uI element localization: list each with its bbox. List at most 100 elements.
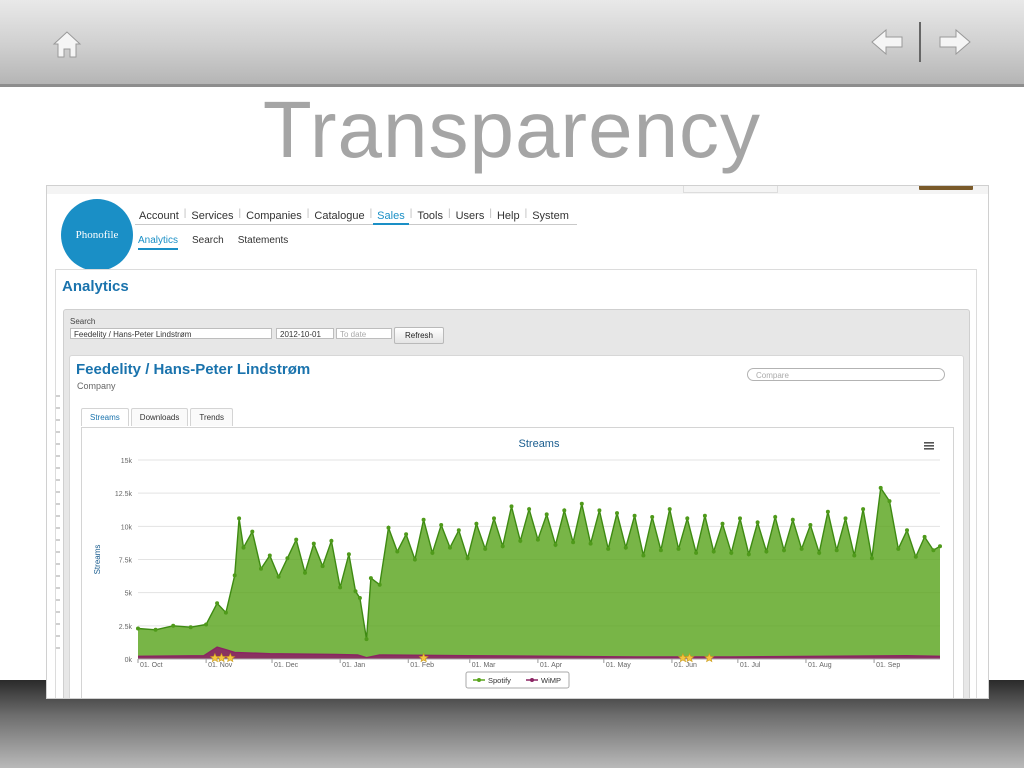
- nav-item-account[interactable]: Account: [139, 210, 179, 222]
- nav-item-services[interactable]: Services: [191, 210, 234, 222]
- data-point-spotify: [852, 553, 857, 558]
- data-point-spotify: [500, 544, 505, 549]
- data-point-spotify: [571, 540, 576, 545]
- tab-streams[interactable]: Streams: [81, 408, 129, 426]
- data-point-spotify: [303, 570, 307, 575]
- subnav-item-search[interactable]: Search: [192, 235, 224, 246]
- data-point-spotify: [694, 550, 699, 555]
- data-point-spotify: [204, 622, 209, 627]
- data-point-spotify: [887, 499, 892, 504]
- data-point-spotify: [329, 538, 334, 543]
- data-point-spotify: [535, 537, 540, 542]
- nav-divider: [919, 22, 921, 62]
- arrow-right-icon[interactable]: [938, 28, 972, 56]
- series-area-wimp: [138, 647, 940, 659]
- x-tick-label: 01. Jul: [740, 662, 761, 669]
- phonofile-logo[interactable]: Phonofile: [61, 199, 133, 271]
- to-date-input[interactable]: To date: [336, 328, 392, 339]
- series-line-wimp: [137, 646, 941, 659]
- data-point-spotify: [353, 589, 358, 594]
- refresh-button[interactable]: Refresh: [394, 327, 444, 344]
- home-icon[interactable]: [52, 30, 82, 58]
- data-point-spotify: [346, 552, 351, 557]
- arrow-left-icon[interactable]: [870, 28, 904, 56]
- data-point-spotify: [364, 637, 369, 642]
- y-tick-label: 10k: [121, 524, 133, 531]
- data-point-spotify: [825, 509, 830, 514]
- data-point-spotify: [632, 513, 637, 518]
- data-point-spotify: [320, 564, 325, 569]
- nav-item-users[interactable]: Users: [455, 210, 485, 222]
- data-point-spotify: [623, 545, 628, 550]
- data-point-spotify: [171, 623, 176, 628]
- data-point-spotify: [232, 573, 237, 578]
- data-point-spotify: [764, 549, 769, 554]
- subnav-item-analytics[interactable]: Analytics: [138, 235, 179, 250]
- data-point-spotify: [579, 501, 584, 506]
- main-nav: Account | Services | Companies | Catalogue | Sal…: [135, 208, 577, 225]
- star-annotation-icon: [684, 652, 695, 663]
- streams-chart: Streams 0k 2.5k 5k 7.5k 10k 12.5k 15k Streams 01.…: [81, 427, 954, 698]
- logout-button[interactable]: [919, 186, 973, 190]
- x-tick-label: 01. May: [606, 662, 631, 669]
- data-point-spotify: [338, 585, 343, 590]
- data-point-spotify: [746, 552, 751, 557]
- data-point-spotify: [215, 601, 220, 606]
- data-point-spotify: [188, 625, 193, 630]
- data-point-spotify: [241, 545, 246, 550]
- data-point-spotify: [276, 574, 281, 579]
- data-point-spotify: [267, 553, 272, 558]
- data-point-spotify: [430, 550, 435, 555]
- nav-item-system[interactable]: System: [532, 210, 569, 222]
- data-point-spotify: [311, 541, 316, 546]
- global-search-input[interactable]: [683, 186, 778, 193]
- nav-item-help[interactable]: Help: [496, 210, 520, 222]
- page-title: Analytics: [62, 278, 129, 295]
- nav-separator: |: [489, 208, 492, 219]
- data-point-spotify: [518, 538, 523, 543]
- data-point-spotify: [738, 516, 742, 521]
- data-point-spotify: [658, 548, 663, 553]
- nav-separator: |: [448, 208, 451, 219]
- company-panel: Feedelity / Hans-Peter Lindstrøm Company…: [69, 355, 964, 698]
- data-point-spotify: [808, 523, 813, 527]
- data-point-spotify: [799, 546, 804, 551]
- tab-trends[interactable]: Trends: [190, 408, 233, 426]
- subnav-item-statements[interactable]: Statements: [237, 235, 289, 246]
- star-annotation-icon: [216, 652, 227, 663]
- x-tick-label: 01. Nov: [208, 662, 233, 669]
- data-point-spotify: [250, 529, 255, 534]
- search-label: Search: [70, 317, 96, 326]
- streams-chart-svg: Streams 0k 2.5k 5k 7.5k 10k 12.5k 15k Streams 01.…: [93, 438, 942, 689]
- data-point-spotify: [448, 545, 452, 550]
- from-date-input[interactable]: 2012-10-01: [276, 328, 334, 339]
- nav-item-catalogue[interactable]: Catalogue: [314, 210, 365, 222]
- nav-item-companies[interactable]: Companies: [246, 210, 302, 222]
- chart-legend: [465, 671, 570, 689]
- data-point-spotify: [597, 508, 602, 513]
- star-annotation-icon: [225, 652, 236, 663]
- data-point-spotify: [404, 532, 409, 537]
- search-query-input[interactable]: Feedelity / Hans-Peter Lindstrøm: [70, 328, 272, 339]
- company-type: Company: [77, 381, 116, 391]
- x-tick-label: 01. Dec: [274, 662, 299, 669]
- data-point-spotify: [685, 516, 690, 521]
- data-point-spotify: [711, 549, 716, 554]
- nav-item-tools[interactable]: Tools: [417, 210, 443, 222]
- compare-input[interactable]: Compare: [747, 368, 945, 381]
- nav-item-sales[interactable]: Sales: [373, 208, 409, 225]
- chart-menu-icon[interactable]: [924, 442, 934, 450]
- data-point-spotify: [650, 515, 655, 519]
- company-title: Feedelity / Hans-Peter Lindstrøm: [76, 361, 311, 378]
- top-strip: [47, 186, 988, 194]
- star-annotation-icon: [704, 652, 715, 663]
- data-point-spotify: [527, 507, 532, 512]
- data-point-spotify: [562, 508, 567, 513]
- tab-downloads[interactable]: Downloads: [130, 408, 189, 426]
- slide-title: Transparency: [262, 85, 762, 174]
- data-point-spotify: [136, 626, 140, 631]
- data-point-spotify: [905, 528, 909, 533]
- y-tick-label: 15k: [121, 458, 133, 465]
- y-axis-label: Streams: [93, 545, 102, 575]
- data-point-spotify: [223, 610, 228, 615]
